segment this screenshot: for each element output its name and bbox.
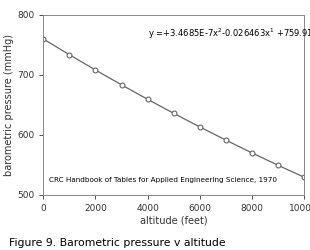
Text: CRC Handbook of Tables for Applied Engineering Science, 1970: CRC Handbook of Tables for Applied Engin… <box>49 178 277 184</box>
Y-axis label: barometric pressure (mmHg): barometric pressure (mmHg) <box>4 34 14 176</box>
X-axis label: altitude (feet): altitude (feet) <box>140 216 207 226</box>
Text: Figure 9. Barometric pressure v altitude: Figure 9. Barometric pressure v altitude <box>9 238 226 248</box>
Text: y =+3.4685E-7x$^2$-0.026463x$^1$ +759.91: y =+3.4685E-7x$^2$-0.026463x$^1$ +759.91 <box>148 26 310 40</box>
